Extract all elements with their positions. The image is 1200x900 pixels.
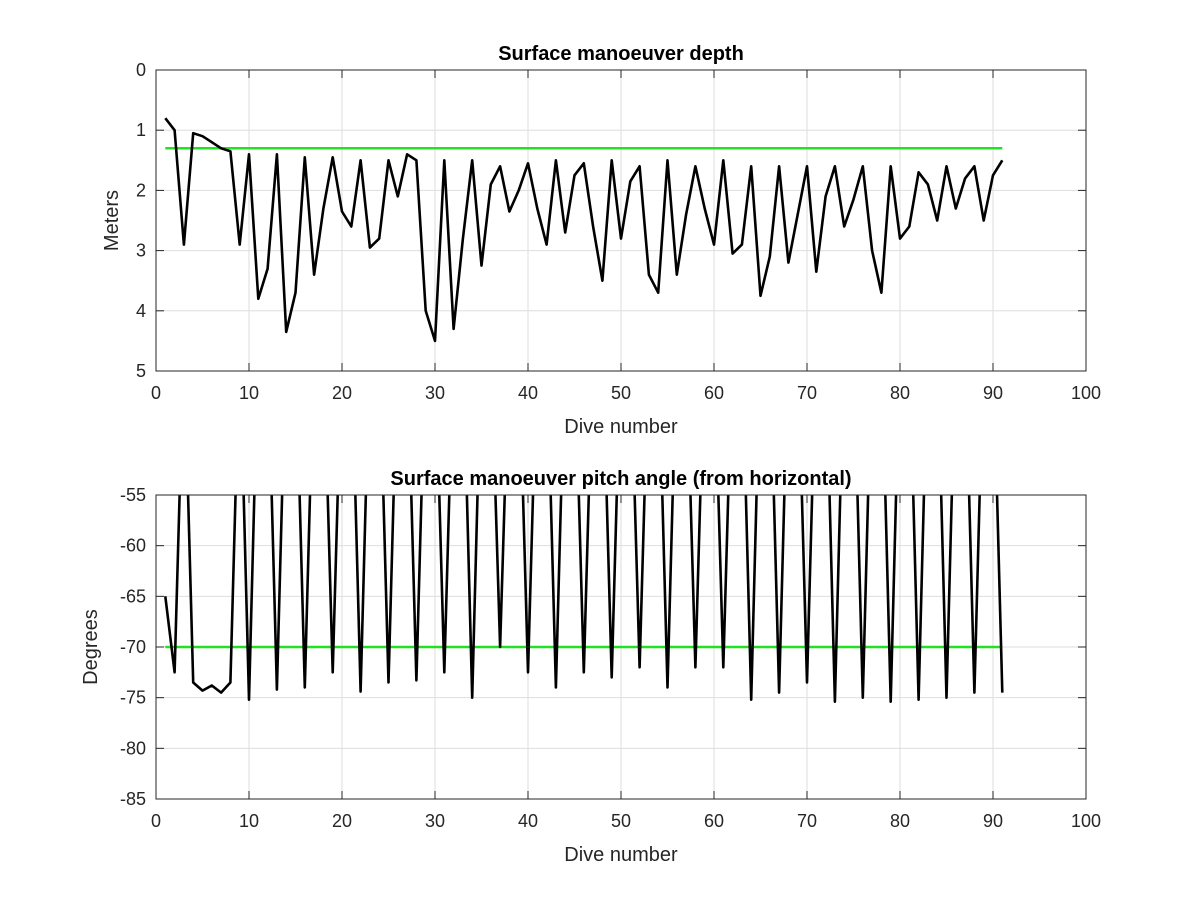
axes-frame xyxy=(155,494,1087,800)
x-tick-label: 50 xyxy=(611,811,631,831)
x-tick-label: 60 xyxy=(704,811,724,831)
y-tick-label: -75 xyxy=(120,688,146,708)
x-tick-label: 10 xyxy=(239,383,259,403)
y-tick-label: 4 xyxy=(136,301,146,321)
x-tick-label: 10 xyxy=(239,811,259,831)
x-tick-label: 40 xyxy=(518,383,538,403)
x-axis-label: Dive number xyxy=(564,416,678,438)
x-tick-label: 80 xyxy=(890,811,910,831)
x-axis-label: Dive number xyxy=(564,844,678,866)
depth-panel: 0 10 20 30 40 50 60 70 80 90 100 0 1 2 3 4 5 Surface mano… xyxy=(101,43,1101,438)
y-tick-label: 0 xyxy=(136,60,146,80)
y-tick-label: -55 xyxy=(120,485,146,505)
axes-frame xyxy=(155,69,1087,372)
y-tick-label: -60 xyxy=(120,536,146,556)
x-tick-label: 0 xyxy=(151,383,161,403)
y-tick-label: 5 xyxy=(136,361,146,381)
y-tick-label: -65 xyxy=(120,586,146,606)
x-tick-label: 100 xyxy=(1071,383,1101,403)
x-tick-label: 70 xyxy=(797,383,817,403)
y-tick-label: 1 xyxy=(136,120,146,140)
x-tick-label: 40 xyxy=(518,811,538,831)
x-tick-label: 30 xyxy=(425,811,445,831)
y-axis-label: Degrees xyxy=(80,609,102,685)
x-tick-label: 90 xyxy=(983,383,1003,403)
x-tick-label: 0 xyxy=(151,811,161,831)
x-tick-label: 20 xyxy=(332,811,352,831)
chart-title: Surface manoeuver pitch angle (from hori… xyxy=(390,468,851,490)
y-tick-label: -80 xyxy=(120,738,146,758)
y-tick-label: -85 xyxy=(120,789,146,809)
x-tick-label: 70 xyxy=(797,811,817,831)
x-tick-label: 30 xyxy=(425,383,445,403)
chart-title: Surface manoeuver depth xyxy=(498,43,744,65)
y-axis-label: Meters xyxy=(101,190,123,251)
x-tick-label: 100 xyxy=(1071,811,1101,831)
x-tick-label: 20 xyxy=(332,383,352,403)
y-tick-label: 3 xyxy=(136,241,146,261)
y-tick-label: 2 xyxy=(136,180,146,200)
x-tick-label: 60 xyxy=(704,383,724,403)
x-tick-label: 90 xyxy=(983,811,1003,831)
x-tick-label: 50 xyxy=(611,383,631,403)
pitch-panel: 0 10 20 30 40 50 60 70 80 90 100 -55 -60 -65 -70 -75 -80… xyxy=(80,468,1101,866)
y-tick-label: -70 xyxy=(120,637,146,657)
x-tick-label: 80 xyxy=(890,383,910,403)
